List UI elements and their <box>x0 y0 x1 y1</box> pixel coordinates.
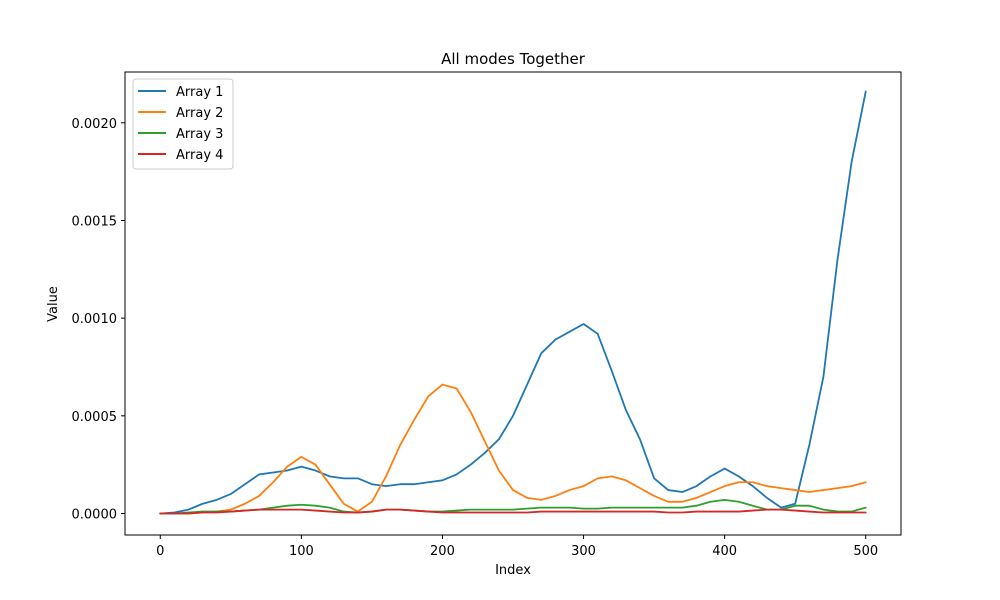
x-tick-label: 400 <box>712 544 737 559</box>
series-line-3 <box>159 498 867 515</box>
y-axis-label: Value <box>46 286 61 322</box>
legend: Array 1 Array 2 Array 3 Array 4 <box>132 78 234 170</box>
y-tick-label: 0.0020 <box>72 117 118 132</box>
y-axis: 0.0000 0.0005 0.0010 0.0015 0.0020 <box>72 117 125 523</box>
legend-box <box>132 78 234 170</box>
y-tick-label: 0.0010 <box>72 312 118 327</box>
series-line-2 <box>159 383 867 515</box>
y-tick-label: 0.0005 <box>72 410 118 425</box>
y-tick-label: 0.0000 <box>72 508 118 523</box>
plot-frame <box>124 71 902 536</box>
x-tick-label: 200 <box>430 544 455 559</box>
x-tick-label: 100 <box>289 544 314 559</box>
legend-label-1: Array 1 <box>176 85 223 100</box>
series-layer <box>159 90 867 515</box>
x-axis: 0 100 200 300 400 500 <box>156 535 878 559</box>
series-line-4 <box>159 508 867 515</box>
legend-label-2: Array 2 <box>176 106 223 121</box>
x-tick-label: 500 <box>853 544 878 559</box>
y-tick-label: 0.0015 <box>72 214 118 229</box>
x-tick-label: 0 <box>156 544 164 559</box>
x-axis-label: Index <box>495 563 531 578</box>
legend-label-3: Array 3 <box>176 127 223 142</box>
legend-label-4: Array 4 <box>176 148 223 163</box>
chart-title: All modes Together <box>441 50 586 68</box>
x-tick-label: 300 <box>571 544 596 559</box>
